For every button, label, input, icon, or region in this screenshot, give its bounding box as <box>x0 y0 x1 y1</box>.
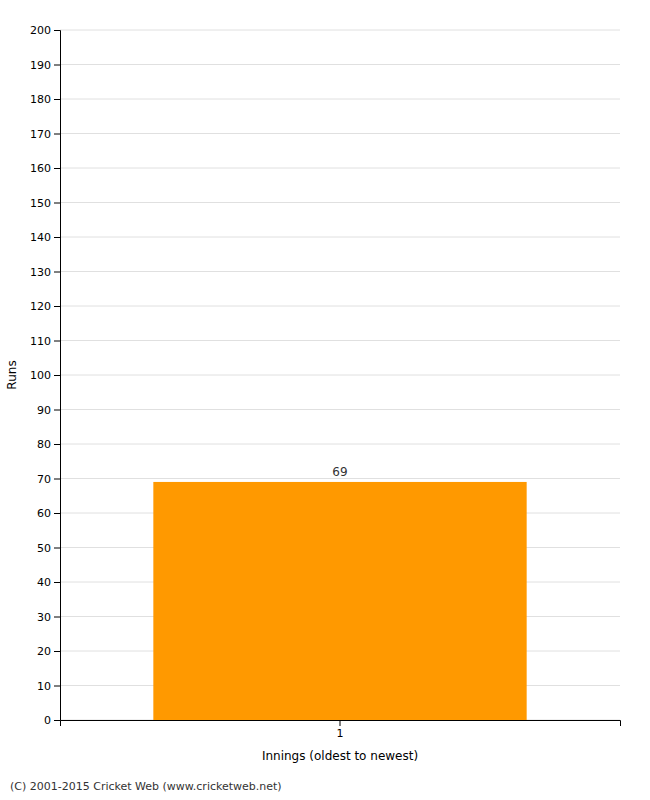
grid-line <box>60 133 620 134</box>
tick-label: 50 <box>37 542 51 555</box>
grid-line <box>60 306 620 307</box>
tick-mark <box>54 203 60 204</box>
tick: 120 <box>30 300 60 313</box>
footer-text: (C) 2001-2015 Cricket Web (www.cricketwe… <box>10 780 282 793</box>
bar <box>153 482 526 720</box>
x-axis-title: Innings (oldest to newest) <box>262 749 418 763</box>
tick-mark <box>54 410 60 411</box>
tick-mark <box>54 272 60 273</box>
tick-label: 110 <box>30 335 51 348</box>
tick-mark <box>54 306 60 307</box>
grid-line <box>60 271 620 272</box>
tick: 10 <box>37 680 60 693</box>
tick: 80 <box>37 438 60 451</box>
grid-line <box>60 409 620 410</box>
tick-mark <box>54 237 60 238</box>
tick-mark <box>54 686 60 687</box>
grid-line <box>60 64 620 65</box>
tick-label: 40 <box>37 576 51 589</box>
tick-label: 60 <box>37 507 51 520</box>
tick-label: 140 <box>30 231 51 244</box>
tick: 20 <box>37 645 60 658</box>
tick-mark <box>54 513 60 514</box>
tick-mark <box>54 651 60 652</box>
data-labels: 69 <box>332 465 347 479</box>
tick-mark <box>54 30 60 31</box>
tick-mark <box>54 479 60 480</box>
grid-line <box>60 99 620 100</box>
tick-mark <box>54 134 60 135</box>
tick: 50 <box>37 542 60 555</box>
tick-label: 200 <box>30 24 51 37</box>
tick: 180 <box>30 93 60 106</box>
tick: 130 <box>30 266 60 279</box>
tick-label: 80 <box>37 438 51 451</box>
tick-label: 190 <box>30 59 51 72</box>
axis-line <box>54 31 61 721</box>
tick-label: 0 <box>44 714 51 727</box>
tick: 40 <box>37 576 60 589</box>
tick-label: 170 <box>30 128 51 141</box>
tick-label: 20 <box>37 645 51 658</box>
tick-label: 160 <box>30 162 51 175</box>
tick: 1 <box>337 720 344 740</box>
tick: 140 <box>30 231 60 244</box>
grid-line <box>60 444 620 445</box>
grid-line <box>60 30 620 31</box>
tick-mark <box>54 617 60 618</box>
grid-line <box>60 168 620 169</box>
tick: 110 <box>30 335 60 348</box>
tick-label: 1 <box>337 727 344 740</box>
tick-mark <box>54 375 60 376</box>
tick: 30 <box>37 611 60 624</box>
tick-label: 90 <box>37 404 51 417</box>
tick-mark <box>340 720 341 726</box>
tick-mark <box>54 65 60 66</box>
chart: 0 10 20 30 40 50 60 70 80 90 100 110 120 130 140 150 160… <box>0 0 650 800</box>
grid-line <box>60 375 620 376</box>
tick-mark <box>54 444 60 445</box>
tick-label: 120 <box>30 300 51 313</box>
tick-mark <box>54 341 60 342</box>
tick: 90 <box>37 404 60 417</box>
tick: 160 <box>30 162 60 175</box>
y-axis: 0 10 20 30 40 50 60 70 80 90 100 110 120 130 140 150 160… <box>30 24 61 727</box>
data-label: 69 <box>332 465 347 479</box>
tick: 150 <box>30 197 60 210</box>
grid-line <box>60 340 620 341</box>
tick: 60 <box>37 507 60 520</box>
grid-line <box>60 202 620 203</box>
tick-mark <box>54 548 60 549</box>
plot-area: 0 10 20 30 40 50 60 70 80 90 100 110 120 130 140 150 160… <box>30 24 621 740</box>
tick: 200 <box>30 24 60 37</box>
tick: 190 <box>30 59 60 72</box>
tick: 100 <box>30 369 60 382</box>
tick-label: 10 <box>37 680 51 693</box>
tick-label: 130 <box>30 266 51 279</box>
y-axis-title: Runs <box>5 360 19 389</box>
grid-line <box>60 237 620 238</box>
tick: 0 <box>44 714 60 727</box>
tick-label: 70 <box>37 473 51 486</box>
grid <box>60 30 620 720</box>
tick: 70 <box>37 473 60 486</box>
tick-label: 180 <box>30 93 51 106</box>
tick-mark <box>54 720 60 721</box>
axis-line <box>61 721 621 727</box>
tick: 170 <box>30 128 60 141</box>
tick-label: 30 <box>37 611 51 624</box>
tick-mark <box>54 168 60 169</box>
tick-mark <box>54 99 60 100</box>
tick-label: 100 <box>30 369 51 382</box>
marks <box>153 482 526 720</box>
tick-label: 150 <box>30 197 51 210</box>
tick-mark <box>54 582 60 583</box>
x-axis: 1 <box>61 720 621 740</box>
